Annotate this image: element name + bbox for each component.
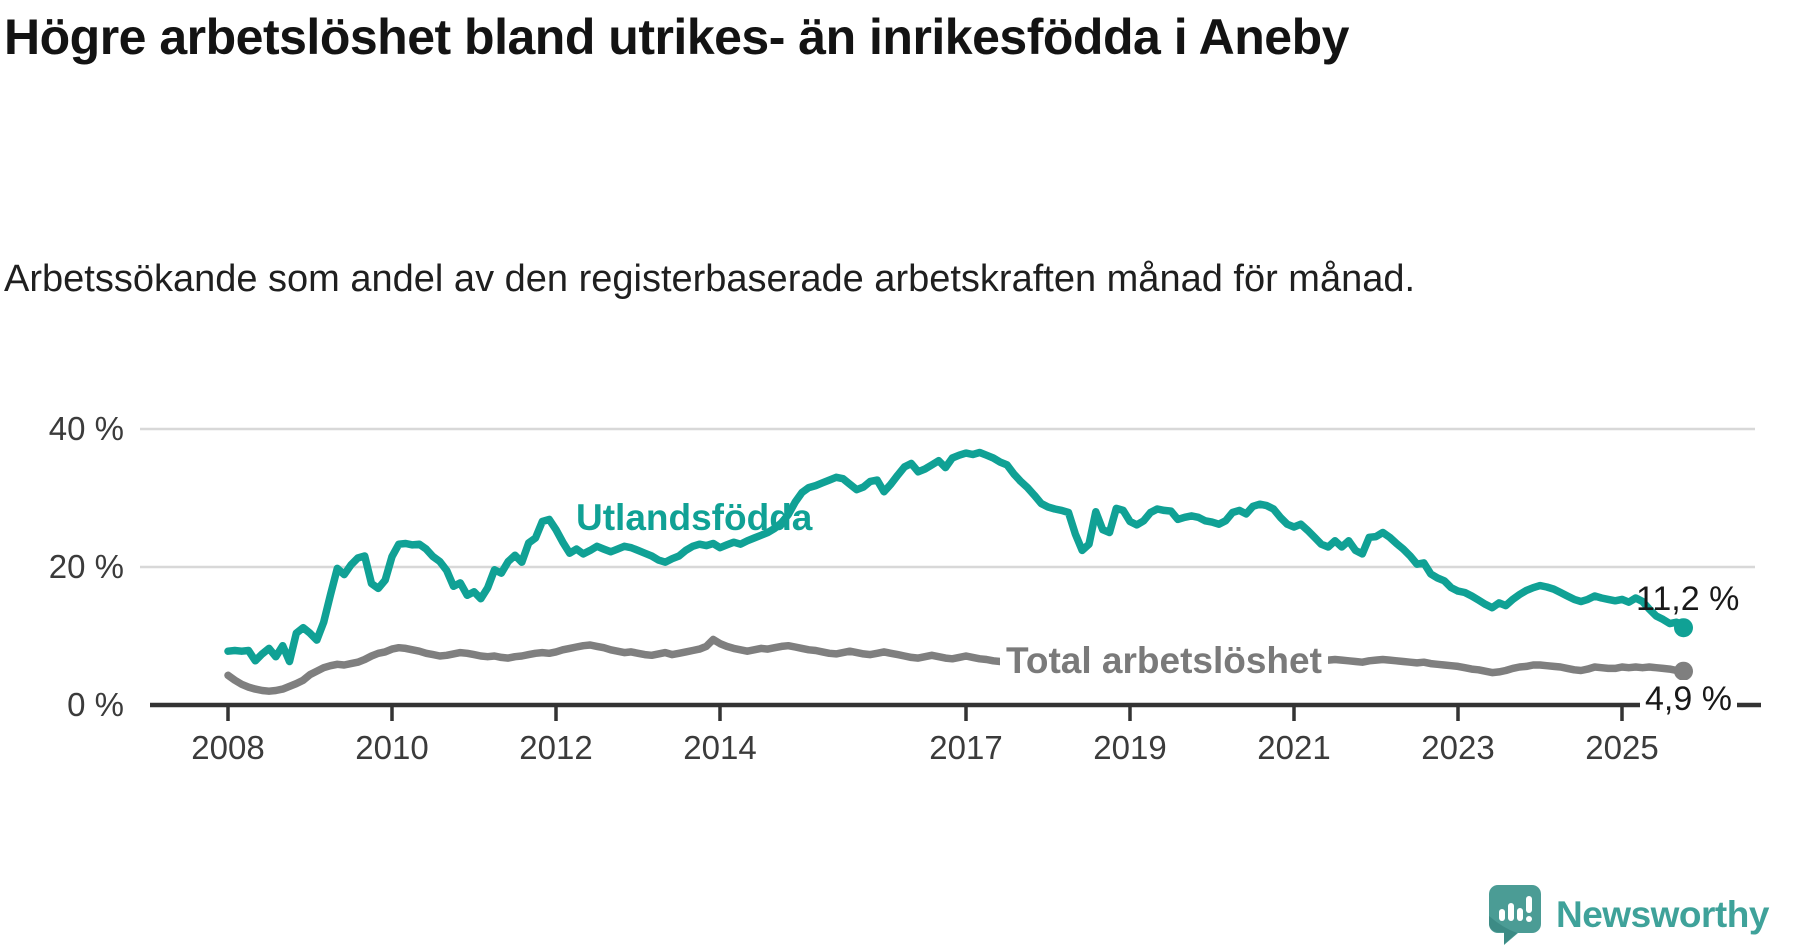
newsworthy-logo-icon xyxy=(1489,885,1541,945)
x-axis-label-2010: 2010 xyxy=(355,729,429,766)
end-value-label-total: 4,9 % xyxy=(1640,680,1737,719)
y-axis-label-40: 40 % xyxy=(48,410,124,447)
series-label-utlandsfodda: Utlandsfödda xyxy=(576,497,813,538)
x-axis-label-2021: 2021 xyxy=(1257,729,1331,766)
x-axis-label-2017: 2017 xyxy=(929,729,1003,766)
end-dot-total-arbetsloshet xyxy=(1674,661,1693,681)
y-axis-label-20: 20 % xyxy=(48,548,124,585)
newsworthy-logo: Newsworthy xyxy=(1488,884,1769,946)
end-dot-utlandsfodda xyxy=(1674,618,1693,638)
x-axis-label-2014: 2014 xyxy=(683,729,757,766)
y-axis-label-0: 0 % xyxy=(67,686,124,723)
x-axis-label-2025: 2025 xyxy=(1585,729,1659,766)
line-utlandsfodda xyxy=(224,448,1688,666)
chart-title: Högre arbetslöshet bland utrikes- än inr… xyxy=(4,9,1349,65)
line-total-arbetsloshet xyxy=(224,635,1688,695)
newsworthy-logo-text: Newsworthy xyxy=(1556,894,1769,935)
chart-subtitle: Arbetssökande som andel av den registerb… xyxy=(4,258,1416,300)
end-value-label-utlandsfodda: 11,2 % xyxy=(1636,580,1740,618)
x-axis-label-2012: 2012 xyxy=(519,729,593,766)
x-axis-label-2008: 2008 xyxy=(191,729,265,766)
x-axis-label-2023: 2023 xyxy=(1421,729,1495,766)
x-axis-label-2019: 2019 xyxy=(1093,729,1167,766)
series-label-total-arbetsloshet: Total arbetslöshet xyxy=(1000,640,1328,682)
